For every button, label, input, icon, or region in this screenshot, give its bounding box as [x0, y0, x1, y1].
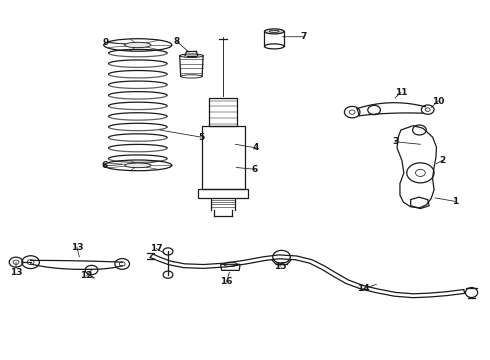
Text: 3: 3	[392, 137, 398, 146]
Ellipse shape	[180, 54, 203, 58]
Text: 7: 7	[300, 32, 307, 41]
Text: 6: 6	[252, 165, 258, 174]
Text: 17: 17	[150, 244, 163, 253]
Text: 13: 13	[71, 243, 83, 252]
Text: 9: 9	[103, 38, 109, 47]
Text: 14: 14	[357, 284, 369, 293]
Ellipse shape	[124, 42, 151, 48]
Text: 16: 16	[220, 277, 233, 286]
Text: 11: 11	[394, 88, 407, 97]
Text: 13: 13	[10, 268, 22, 277]
Text: 8: 8	[173, 37, 180, 46]
Text: 4: 4	[252, 143, 259, 152]
Text: 2: 2	[439, 156, 445, 165]
Text: 15: 15	[274, 262, 286, 271]
Text: 6: 6	[101, 161, 108, 170]
Text: 5: 5	[198, 132, 204, 141]
Text: 10: 10	[432, 97, 444, 106]
Ellipse shape	[124, 163, 151, 168]
Text: 1: 1	[452, 197, 459, 206]
Text: 12: 12	[80, 271, 93, 280]
Ellipse shape	[265, 29, 284, 34]
